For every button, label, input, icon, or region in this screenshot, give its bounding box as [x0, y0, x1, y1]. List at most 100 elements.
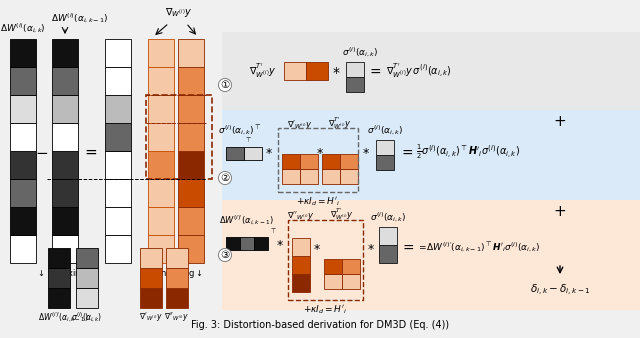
Bar	[48, 288, 70, 308]
Bar	[278, 128, 358, 192]
Text: $\nabla_{W^{(i)}}^{T'} y$: $\nabla_{W^{(i)}}^{T'} y$	[328, 115, 352, 131]
Text: $+$: $+$	[554, 115, 566, 129]
Bar	[379, 227, 397, 245]
Text: $*$: $*$	[362, 145, 370, 159]
Text: $\delta_{i,k} - \delta_{i,k-1}$: $\delta_{i,k} - \delta_{i,k-1}$	[530, 283, 590, 298]
Bar	[178, 207, 204, 235]
Bar	[10, 179, 36, 207]
Bar	[222, 110, 640, 200]
Text: $*$: $*$	[265, 145, 273, 159]
Bar	[148, 179, 174, 207]
Text: ③: ③	[220, 250, 230, 260]
Bar	[288, 220, 363, 300]
Bar	[105, 235, 131, 263]
Bar	[166, 268, 188, 288]
Bar	[254, 237, 268, 250]
Bar	[148, 39, 174, 67]
Bar	[52, 95, 78, 123]
Bar	[148, 151, 174, 179]
Bar	[324, 274, 342, 289]
Text: Fig. 3: Distortion-based derivation for DM3D (Eq. (4)): Fig. 3: Distortion-based derivation for …	[191, 320, 449, 330]
Bar	[105, 179, 131, 207]
Text: $+\kappa I_d = H'_i$: $+\kappa I_d = H'_i$	[296, 195, 340, 208]
Bar	[140, 288, 162, 308]
Text: $-$: $-$	[35, 144, 49, 159]
Text: $\sigma^{(i)}(\alpha_{i,k})^{\top}$: $\sigma^{(i)}(\alpha_{i,k})^{\top}$	[218, 123, 262, 137]
Bar	[324, 259, 342, 274]
Bar	[300, 169, 318, 184]
Bar	[52, 67, 78, 95]
Bar	[244, 147, 262, 160]
Bar	[342, 274, 360, 289]
Text: $\nabla'_{W^{(i)}} y$: $\nabla'_{W^{(i)}} y$	[287, 118, 313, 131]
Bar	[226, 237, 240, 250]
Text: $+\kappa I_d = H'_i$: $+\kappa I_d = H'_i$	[303, 303, 347, 315]
Text: $=$: $=$	[399, 145, 413, 159]
Bar	[52, 123, 78, 151]
Bar	[10, 235, 36, 263]
Text: $\frac{1}{2}\sigma^{(i)}(\alpha_{i,k})^{\top} \boldsymbol{H}'_i \sigma^{(i)}(\al: $\frac{1}{2}\sigma^{(i)}(\alpha_{i,k})^{…	[416, 143, 520, 161]
Bar	[342, 259, 360, 274]
Bar	[284, 62, 306, 80]
Bar	[105, 123, 131, 151]
Bar	[105, 151, 131, 179]
Bar	[240, 237, 254, 250]
Text: $\Delta W^{(i)'}(\alpha_{i,k-1})$: $\Delta W^{(i)'}(\alpha_{i,k-1})$	[38, 310, 88, 324]
Bar	[76, 288, 98, 308]
Bar	[10, 207, 36, 235]
Bar	[52, 39, 78, 67]
Text: $\Delta W^{(i)}(\alpha_{i,k-1})$: $\Delta W^{(i)}(\alpha_{i,k-1})$	[51, 11, 109, 25]
Bar	[379, 245, 397, 263]
Bar	[76, 268, 98, 288]
Bar	[146, 95, 212, 179]
Bar	[10, 67, 36, 95]
Text: ①: ①	[220, 80, 230, 90]
Bar	[10, 95, 36, 123]
Bar	[48, 248, 70, 268]
Text: $+$: $+$	[554, 204, 566, 219]
Bar	[178, 95, 204, 123]
Bar	[300, 154, 318, 169]
Text: $\nabla'_{W^{(i)}} y$: $\nabla'_{W^{(i)}} y$	[139, 310, 163, 323]
Text: $\nabla_{W^{(i)}}^{T'} y$: $\nabla_{W^{(i)}}^{T'} y$	[250, 62, 276, 80]
Text: ②: ②	[220, 173, 230, 183]
Bar	[140, 268, 162, 288]
Bar	[52, 207, 78, 235]
Bar	[178, 151, 204, 179]
Bar	[282, 154, 300, 169]
Text: $\sigma^{(i)}(\alpha_{i,k})$: $\sigma^{(i)}(\alpha_{i,k})$	[370, 210, 406, 224]
Bar	[222, 200, 640, 310]
Bar	[105, 207, 131, 235]
Bar	[292, 256, 310, 274]
Bar	[52, 235, 78, 263]
Text: $*$: $*$	[367, 241, 375, 254]
Bar	[148, 95, 174, 123]
Bar	[10, 39, 36, 67]
Bar	[322, 154, 340, 169]
Text: $\nabla''_{W^{(i)}} y$: $\nabla''_{W^{(i)}} y$	[287, 209, 315, 222]
Bar	[178, 39, 204, 67]
Bar	[322, 169, 340, 184]
Bar	[76, 248, 98, 268]
Text: ${}^{\top}$: ${}^{\top}$	[244, 137, 252, 146]
Text: $\Delta W^{(i)'}(\alpha_{i,k-1})$: $\Delta W^{(i)'}(\alpha_{i,k-1})$	[220, 213, 275, 227]
Bar	[105, 39, 131, 67]
Bar	[52, 151, 78, 179]
Bar	[346, 62, 364, 77]
Text: $\downarrow$ Indexing$\downarrow$: $\downarrow$ Indexing$\downarrow$	[145, 267, 203, 280]
Bar	[306, 62, 328, 80]
Text: $\sigma^{(i)}(\alpha_{i,k})$: $\sigma^{(i)}(\alpha_{i,k})$	[72, 310, 102, 324]
Text: $\downarrow$ Indexing$\downarrow$: $\downarrow$ Indexing$\downarrow$	[36, 267, 94, 280]
Bar	[340, 154, 358, 169]
Text: $\nabla_{W^{(i)}}^{T'} y\, \sigma^{(i)}(\alpha_{i,k})$: $\nabla_{W^{(i)}}^{T'} y\, \sigma^{(i)}(…	[386, 62, 452, 80]
Bar	[52, 179, 78, 207]
Text: $\nabla_{W^{(i)}} y$: $\nabla_{W^{(i)}} y$	[165, 6, 193, 19]
Bar	[10, 123, 36, 151]
Bar	[376, 140, 394, 155]
Bar	[166, 288, 188, 308]
Bar	[226, 147, 244, 160]
Text: $*$: $*$	[313, 241, 321, 254]
Bar	[340, 169, 358, 184]
Bar	[166, 248, 188, 268]
Bar	[178, 235, 204, 263]
